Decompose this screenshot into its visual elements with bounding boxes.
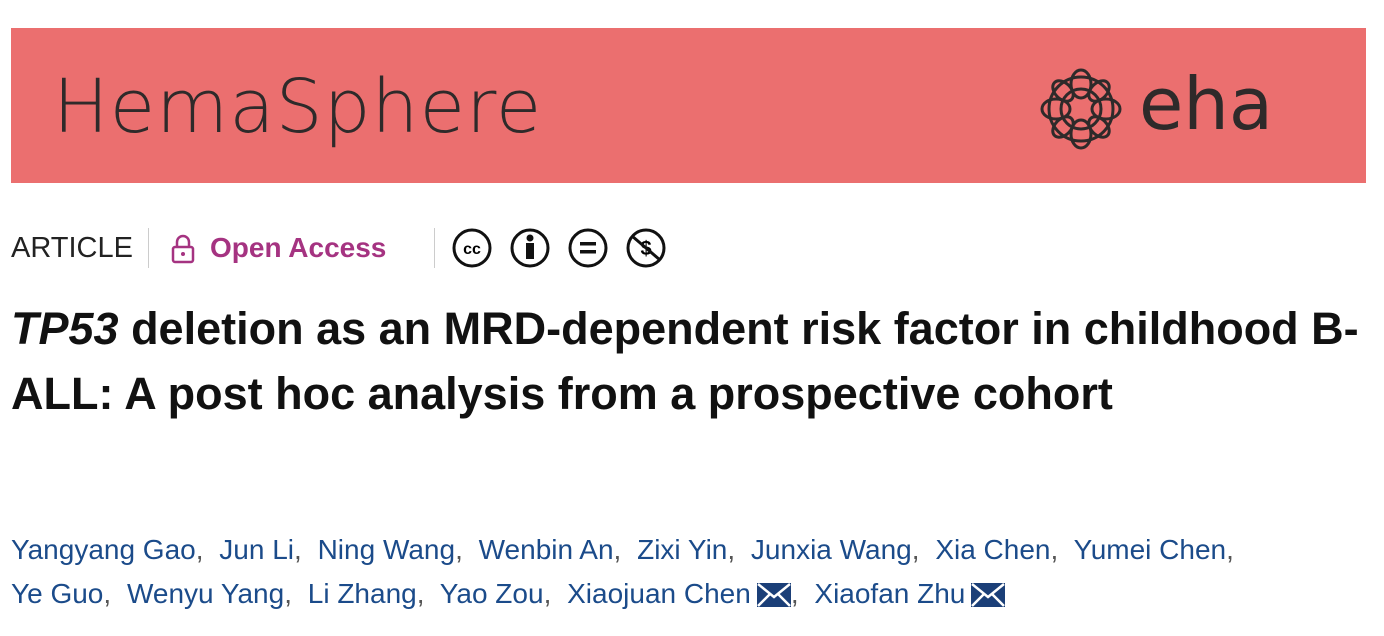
- author-name[interactable]: Ning Wang: [317, 534, 456, 565]
- author: Yumei Chen,: [1074, 534, 1242, 565]
- author-name[interactable]: Jun Li: [219, 534, 295, 565]
- gene-name: TP53: [11, 303, 119, 354]
- author-name[interactable]: Junxia Wang: [750, 534, 912, 565]
- license-icons[interactable]: cc $: [451, 228, 671, 268]
- separator: ,: [790, 578, 799, 609]
- title-text: deletion as an MRD-dependent risk factor…: [11, 303, 1359, 419]
- article-title: TP53 deletion as an MRD-dependent risk f…: [11, 296, 1376, 426]
- author-name[interactable]: Yumei Chen: [1073, 534, 1227, 565]
- lock-icon: [171, 234, 195, 264]
- separator: ,: [294, 534, 302, 565]
- meta-row: ARTICLE Open Access cc $: [11, 226, 711, 270]
- author-name[interactable]: Yao Zou: [439, 578, 544, 609]
- separator: ,: [416, 578, 425, 609]
- separator: ,: [727, 534, 736, 565]
- separator: ,: [543, 578, 552, 609]
- separator: ,: [284, 578, 292, 609]
- author: Xiaojuan Chen,: [567, 578, 806, 609]
- society-name[interactable]: eha: [1139, 62, 1274, 146]
- author: Wenyu Yang,: [127, 578, 300, 609]
- email-icon[interactable]: [756, 583, 791, 607]
- separator: ,: [455, 534, 463, 565]
- journal-banner: HemaSphere eha: [11, 28, 1366, 183]
- author-name[interactable]: Xiaofan Zhu: [814, 578, 966, 609]
- author: Ning Wang,: [318, 534, 471, 565]
- divider: [148, 228, 149, 268]
- author: Xiaofan Zhu: [814, 578, 1006, 609]
- separator: ,: [103, 578, 112, 609]
- article-type: ARTICLE: [11, 232, 133, 264]
- author: Wenbin An,: [479, 534, 630, 565]
- author-name[interactable]: Li Zhang: [307, 578, 417, 609]
- author: Ye Guo,: [11, 578, 119, 609]
- separator: ,: [195, 534, 204, 565]
- author: Zixi Yin,: [637, 534, 743, 565]
- author: Junxia Wang,: [751, 534, 928, 565]
- author-list: Yangyang Gao, Jun Li, Ning Wang, Wenbin …: [11, 528, 1341, 616]
- author-name[interactable]: Wenbin An: [478, 534, 614, 565]
- separator: ,: [1226, 534, 1234, 565]
- email-icon[interactable]: [971, 583, 1006, 607]
- author: Jun Li,: [219, 534, 310, 565]
- author-name[interactable]: Xia Chen: [935, 534, 1051, 565]
- open-access[interactable]: Open Access: [210, 232, 387, 263]
- divider: [434, 228, 435, 268]
- author: Yangyang Gao,: [11, 534, 212, 565]
- separator: ,: [911, 534, 920, 565]
- author-name[interactable]: Zixi Yin: [637, 534, 728, 565]
- author-name[interactable]: Ye Guo: [11, 578, 104, 609]
- author-name[interactable]: Yangyang Gao: [11, 534, 196, 565]
- journal-name[interactable]: HemaSphere: [53, 64, 543, 150]
- author: Li Zhang,: [308, 578, 433, 609]
- separator: ,: [1050, 534, 1059, 565]
- author-name[interactable]: Wenyu Yang: [126, 578, 285, 609]
- separator: ,: [613, 534, 622, 565]
- author: Yao Zou,: [440, 578, 560, 609]
- svg-text:cc: cc: [463, 241, 481, 258]
- author-name[interactable]: Xiaojuan Chen: [567, 578, 751, 609]
- society-logo: [1040, 68, 1122, 150]
- author: Xia Chen,: [935, 534, 1066, 565]
